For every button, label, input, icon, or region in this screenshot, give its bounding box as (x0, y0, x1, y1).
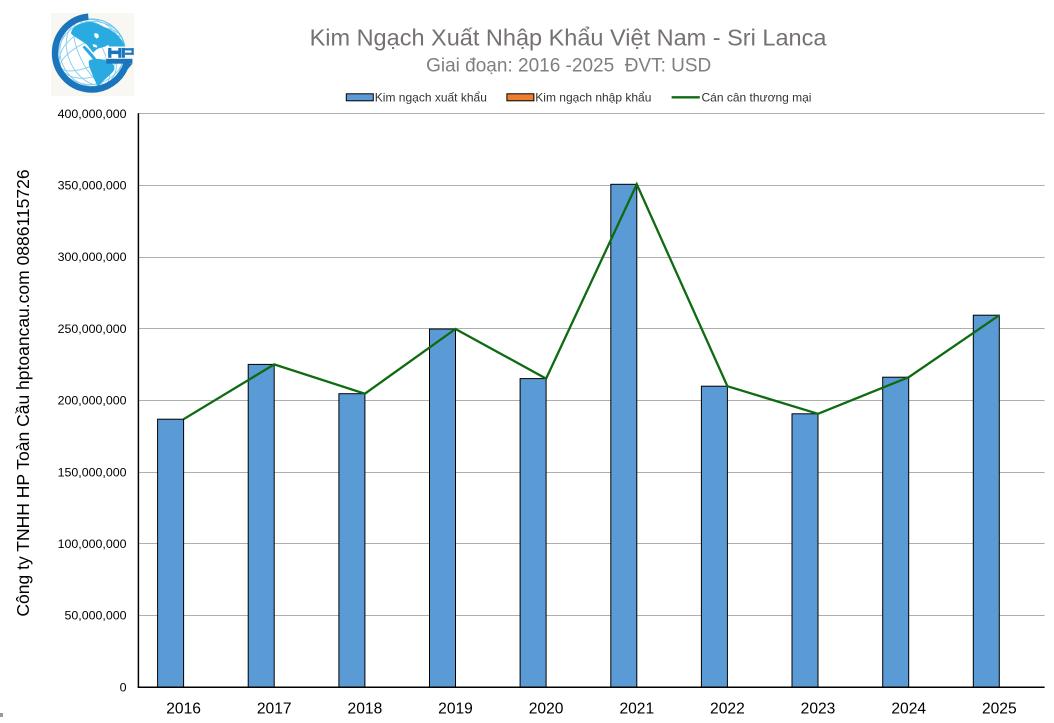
svg-text:2024: 2024 (891, 701, 926, 718)
svg-text:0: 0 (120, 680, 127, 694)
svg-text:Kim Ngạch Xuất Nhập Khẩu Việt: Kim Ngạch Xuất Nhập Khẩu Việt Nam - Sri … (310, 25, 828, 51)
svg-text:2016: 2016 (166, 701, 201, 718)
svg-text:2023: 2023 (801, 701, 836, 718)
svg-text:300,000,000: 300,000,000 (58, 250, 127, 264)
svg-text:2018: 2018 (348, 701, 383, 718)
svg-text:Công ty TNHH HP Toàn Cầu hptoa: Công ty TNHH HP Toàn Cầu hptoancau.com 0… (13, 169, 33, 616)
svg-text:2020: 2020 (529, 701, 564, 718)
svg-text:2019: 2019 (438, 701, 473, 718)
svg-text:Kim ngạch nhập khẩu: Kim ngạch nhập khẩu (535, 91, 651, 105)
svg-text:Giai đoạn: 2016 -2025 ĐVT: US: Giai đoạn: 2016 -2025 ĐVT: USD (426, 55, 711, 76)
svg-text:350,000,000: 350,000,000 (58, 179, 127, 193)
svg-text:250,000,000: 250,000,000 (58, 322, 127, 336)
svg-text:2025: 2025 (982, 701, 1017, 718)
svg-text:2022: 2022 (710, 701, 745, 718)
svg-text:2017: 2017 (257, 701, 292, 718)
svg-text:2021: 2021 (619, 701, 654, 718)
svg-text:Kim ngạch xuất khẩu: Kim ngạch xuất khẩu (375, 91, 487, 105)
svg-text:150,000,000: 150,000,000 (58, 465, 127, 479)
svg-text:400,000,000: 400,000,000 (58, 107, 127, 121)
svg-text:Cán cân thương mại: Cán cân thương mại (702, 91, 812, 105)
svg-text:100,000,000: 100,000,000 (58, 537, 127, 551)
svg-text:50,000,000: 50,000,000 (64, 609, 126, 623)
svg-text:200,000,000: 200,000,000 (58, 394, 127, 408)
